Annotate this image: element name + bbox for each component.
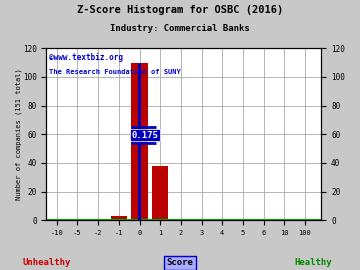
Text: 0.175: 0.175: [132, 130, 159, 140]
Text: Score: Score: [167, 258, 193, 267]
Y-axis label: Number of companies (151 total): Number of companies (151 total): [15, 68, 22, 200]
Bar: [131, 63, 148, 220]
Text: Z-Score Histogram for OSBC (2016): Z-Score Histogram for OSBC (2016): [77, 5, 283, 15]
Text: The Research Foundation of SUNY: The Research Foundation of SUNY: [49, 69, 181, 75]
Bar: [138, 63, 141, 220]
Bar: [111, 216, 127, 220]
Text: ©www.textbiz.org: ©www.textbiz.org: [49, 53, 123, 62]
Bar: [152, 166, 168, 220]
Text: Healthy: Healthy: [294, 258, 332, 267]
Text: Unhealthy: Unhealthy: [23, 258, 71, 267]
Text: Industry: Commercial Banks: Industry: Commercial Banks: [110, 24, 250, 33]
